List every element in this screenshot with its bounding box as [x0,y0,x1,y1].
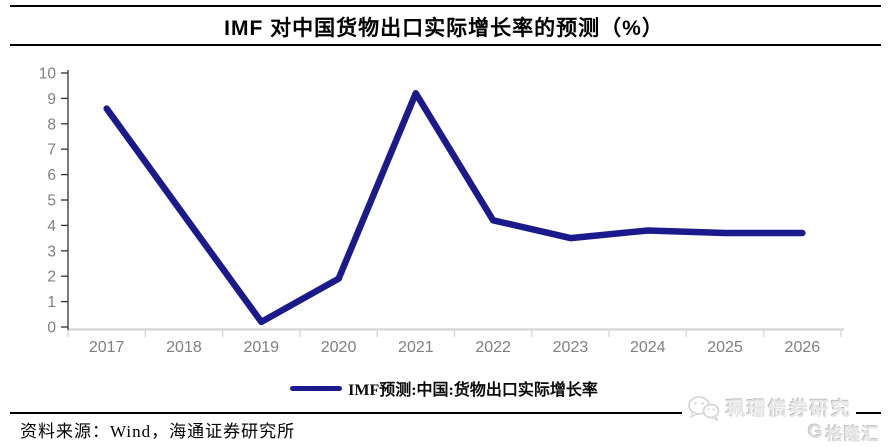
x-axis-label: 2017 [89,339,125,356]
gelonghui-icon: G [808,422,823,443]
x-axis-label: 2021 [398,339,434,356]
y-axis-label: 6 [47,167,56,184]
x-axis-label: 2019 [243,339,279,356]
footer-rule [10,412,881,414]
chart-title: IMF 对中国货物出口实际增长率的预测（%） [224,17,664,40]
y-axis-label: 10 [39,66,57,83]
legend: IMF预测:中国:货物出口实际增长率 [0,376,888,400]
data-line [103,90,806,326]
legend-label: IMF预测:中国:货物出口实际增长率 [348,382,598,399]
y-axis-label: 2 [47,269,56,286]
x-axis-label: 2018 [166,339,202,356]
watermark-brand: 珮珊债券研究 [682,394,857,421]
y-axis-label: 0 [47,320,56,337]
y-axis-label: 1 [47,294,56,311]
y-axis-label: 5 [47,193,56,210]
y-axis-label: 8 [47,116,56,133]
title-rule-bottom [10,44,881,46]
x-axis-label: 2023 [553,339,589,356]
y-axis-label: 7 [47,142,56,159]
wechat-icon [688,395,720,421]
x-axis-label: 2025 [707,339,743,356]
watermark-brand-text: 珮珊债券研究 [726,399,853,420]
source-text: 资料来源：Wind，海通证券研究所 [20,422,296,441]
x-axis-label: 2022 [475,339,511,356]
y-axis-label: 3 [47,243,56,260]
legend-marker-line [290,385,343,391]
line-chart: 0 1 2 3 4 5 6 7 8 9 10 2017 2018 2019 2020 2021 2022 2023… [39,66,844,356]
x-axis-label: 2026 [785,339,821,356]
y-axis-label: 9 [47,91,56,108]
y-axis-label: 4 [47,218,56,235]
gelonghui-label: 格隆汇 [825,425,880,444]
x-axis-label: 2024 [630,339,666,356]
gelonghui-logo: G 格隆汇 [808,420,880,445]
x-axis-label: 2020 [321,339,357,356]
title-rule-top [10,5,881,7]
